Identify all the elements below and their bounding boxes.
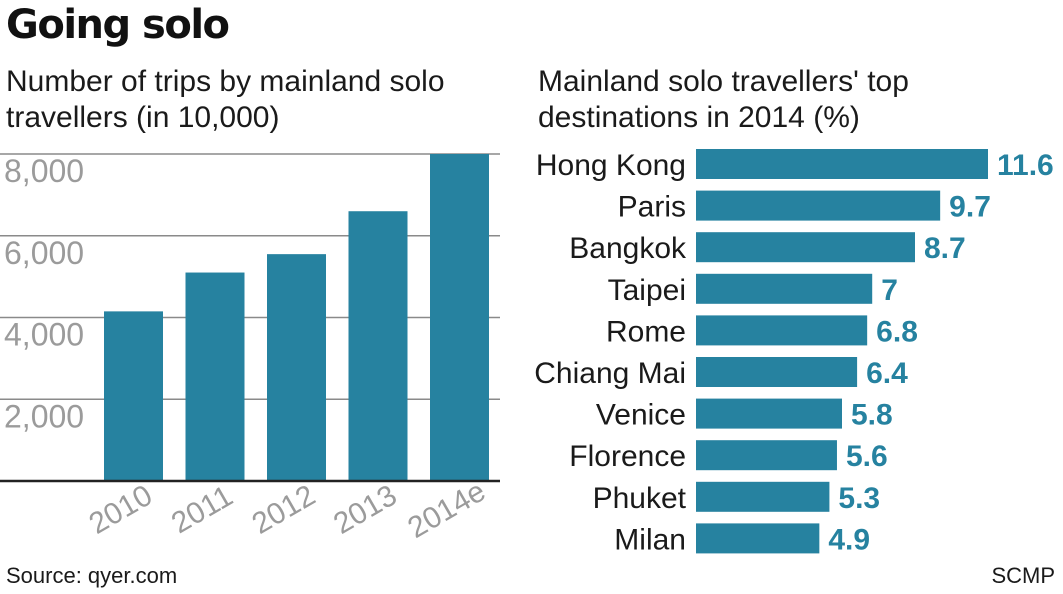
value-label: 11.6 <box>997 149 1054 182</box>
category-label: Paris <box>618 191 686 224</box>
value-label: 5.6 <box>846 440 888 473</box>
bar <box>696 440 837 471</box>
bar <box>104 311 163 481</box>
bar <box>696 357 858 387</box>
x-tick-label: 2010 <box>84 479 158 541</box>
y-tick-label: 6,000 <box>4 235 84 271</box>
category-label: Hong Kong <box>536 149 686 182</box>
y-tick-label: 4,000 <box>4 317 84 353</box>
value-label: 6.8 <box>876 315 918 348</box>
bar <box>696 190 941 221</box>
source-note: Source: qyer.com <box>6 563 178 588</box>
value-label: 6.4 <box>866 357 908 390</box>
bar <box>696 232 915 263</box>
bar <box>696 523 820 554</box>
category-label: Florence <box>569 440 686 473</box>
value-label: 7 <box>881 274 898 307</box>
category-label: Milan <box>614 523 686 556</box>
value-label: 9.7 <box>949 191 991 224</box>
value-label: 5.8 <box>851 399 893 432</box>
category-label: Chiang Mai <box>534 357 686 390</box>
bar <box>696 149 988 179</box>
chart-title: Going solo <box>6 2 230 48</box>
bar <box>696 315 868 346</box>
category-label: Phuket <box>593 482 687 515</box>
x-tick-label: 2013 <box>328 479 402 541</box>
bar <box>696 273 873 304</box>
y-tick-label: 8,000 <box>4 153 84 189</box>
category-label: Taipei <box>608 274 686 307</box>
left-chart-subtitle: Number of trips by mainland solo travell… <box>6 65 445 134</box>
bar <box>430 154 489 481</box>
value-label: 4.9 <box>828 523 870 556</box>
category-label: Venice <box>596 399 686 432</box>
x-tick-label: 2012 <box>247 479 321 541</box>
value-label: 5.3 <box>838 482 880 515</box>
category-label: Rome <box>606 315 686 348</box>
bar <box>267 254 326 481</box>
bar <box>185 272 245 481</box>
y-tick-label: 2,000 <box>4 398 84 434</box>
credit-label: SCMP <box>991 563 1055 588</box>
category-label: Bangkok <box>569 232 687 265</box>
right-chart-subtitle: Mainland solo travellers' top destinatio… <box>538 65 909 134</box>
bar <box>696 481 830 512</box>
x-tick-label: 2011 <box>166 479 238 540</box>
x-tick-label: 2014e <box>402 475 491 545</box>
bar <box>348 211 408 481</box>
bar <box>696 398 842 429</box>
value-label: 8.7 <box>924 232 966 265</box>
